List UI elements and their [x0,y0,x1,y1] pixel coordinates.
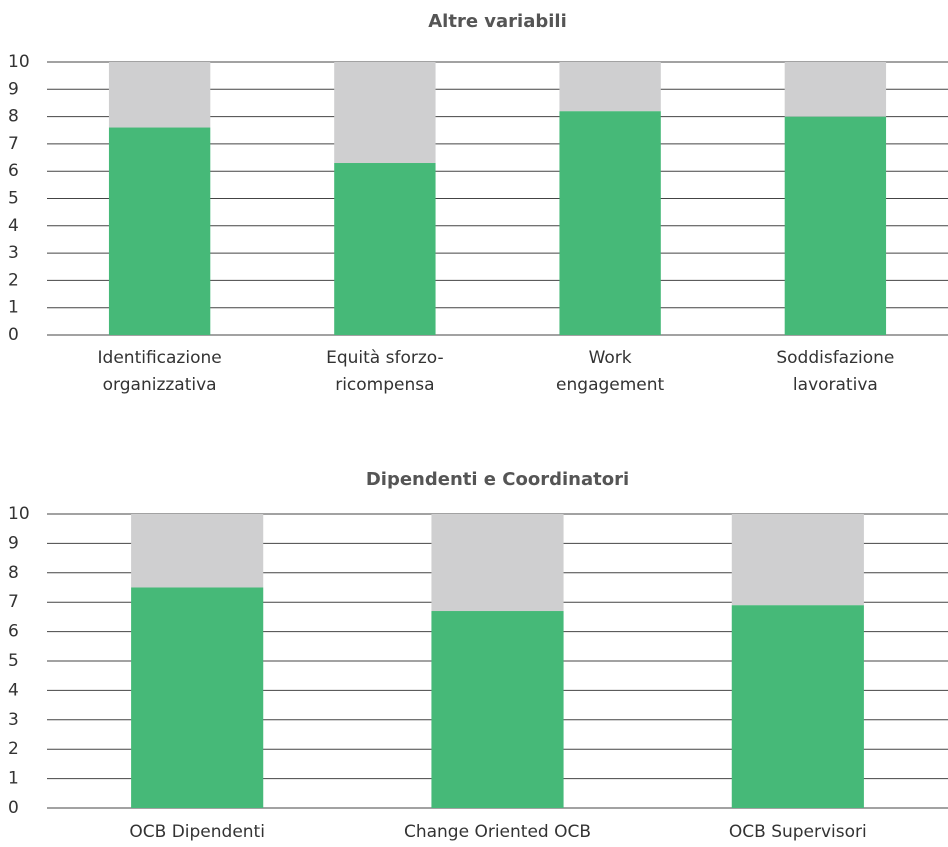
x-tick-label: OCB Supervisori [729,822,867,842]
bar-segment [559,62,661,112]
y-tick-label: 3 [8,710,19,730]
bar-segment [731,514,864,606]
y-tick-label: 1 [8,298,19,318]
bar-segment [131,514,264,588]
bar-segment [108,127,211,336]
x-tick-label: Change Oriented OCB [404,822,591,842]
y-tick-label: 1 [8,769,19,789]
bar-segment [731,605,864,808]
y-tick-label: 6 [8,622,19,642]
bar-segment [334,62,436,164]
y-tick-label: 10 [8,52,30,72]
x-tick-label: engagement [556,375,664,395]
x-tick-label: organizzativa [103,375,217,395]
bar-segment [431,514,564,612]
x-tick-label: Identificazione [98,348,222,368]
y-tick-label: 0 [8,798,19,818]
bar-segment [108,62,211,128]
y-tick-label: 2 [8,270,19,290]
y-tick-label: 5 [8,189,19,209]
bar-segment [559,111,661,335]
x-tick-label: ricompensa [335,375,434,395]
x-tick-label: Equità sforzo- [326,348,444,368]
y-tick-label: 4 [8,216,19,236]
y-tick-label: 6 [8,161,19,181]
y-tick-label: 7 [8,592,19,612]
y-tick-label: 9 [8,533,19,553]
y-tick-label: 2 [8,739,19,759]
y-tick-label: 3 [8,243,19,263]
y-tick-label: 5 [8,651,19,671]
bar-segment [784,62,887,117]
y-tick-label: 9 [8,79,19,99]
chart-title: Altre variabili [428,11,567,32]
bar-segment [334,163,436,335]
bar-segment [131,587,264,808]
y-tick-label: 7 [8,134,19,154]
chart-title: Dipendenti e Coordinatori [366,469,629,490]
y-tick-label: 4 [8,680,19,700]
x-tick-label: OCB Dipendenti [129,822,265,842]
bar-segment [784,116,887,335]
y-tick-label: 0 [8,325,19,345]
x-tick-label: Soddisfazione [776,348,894,368]
x-tick-label: Work [589,348,632,368]
bar-segment [431,611,564,808]
y-tick-label: 8 [8,107,19,127]
y-tick-label: 8 [8,563,19,583]
x-tick-label: lavorativa [793,375,878,395]
y-tick-label: 10 [8,504,30,524]
